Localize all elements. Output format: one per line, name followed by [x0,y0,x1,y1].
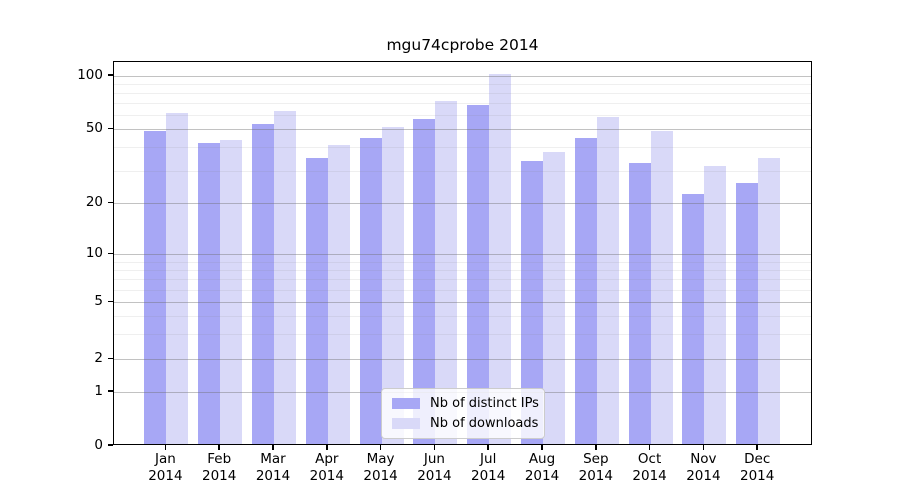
x-tick-label-sep: Sep 2014 [578,451,613,484]
y-tick-label-5: 5 [94,293,103,310]
y-tick-mark-20 [108,201,113,204]
gridline-major-20 [114,203,811,205]
bar-may-downloads [381,127,404,444]
bar-mar-downloads [274,110,296,444]
legend-item: Nb of downloads [392,415,538,432]
x-tick-label-apr: Apr 2014 [309,451,344,484]
chart-title: mgu74cprobe 2014 [386,36,539,54]
y-tick-mark-2 [108,357,113,359]
x-tick-label-jan: Jan 2014 [148,451,183,484]
gridline-major-100 [114,75,811,77]
x-tick-mark-feb [218,445,220,450]
bar-jan-distinct-ips [144,130,167,444]
gridline-minor-90 [114,83,811,85]
x-tick-mark-dec [756,445,758,450]
x-tick-mark-aug [541,445,543,450]
x-tick-mark-nov [702,445,705,450]
x-tick-label-dec: Dec 2014 [740,451,775,484]
bar-jan-downloads [166,113,189,444]
bar-jul-distinct-ips [467,104,490,444]
bar-feb-downloads [220,139,243,444]
y-tick-label-1: 1 [94,382,103,399]
y-tick-label-50: 50 [85,120,103,137]
y-tick-label-2: 2 [94,350,103,367]
bar-feb-distinct-ips [198,143,221,444]
y-tick-mark-50 [108,127,113,129]
bar-nov-downloads [704,165,727,444]
gridline-major-10 [114,254,811,256]
bar-aug-distinct-ips [521,160,543,444]
x-tick-label-may: May 2014 [363,451,398,484]
gridline-minor-7 [114,279,811,281]
x-tick-mark-mar [272,445,274,450]
legend-label-distinct-ips: Nb of distinct IPs [430,395,539,411]
x-tick-mark-sep [595,445,597,450]
y-tick-mark-10 [108,252,113,255]
x-tick-mark-jun [433,445,436,450]
bar-sep-distinct-ips [574,137,597,444]
y-tick-label-100: 100 [77,66,103,83]
bar-dec-distinct-ips [736,183,759,444]
gridline-minor-70 [114,103,811,105]
gridline-minor-30 [114,170,811,172]
bar-mar-distinct-ips [252,124,274,444]
bar-aug-downloads [543,151,565,444]
bar-sep-downloads [596,117,619,444]
y-tick-mark-1 [108,390,113,392]
x-tick-label-jul: Jul 2014 [471,451,506,484]
legend-item: Nb of distinct IPs [392,395,539,412]
x-tick-label-jun: Jun 2014 [417,451,452,484]
gridline-minor-4 [114,316,811,318]
y-tick-mark-100 [108,74,113,76]
bar-oct-downloads [650,130,673,444]
x-tick-mark-oct [648,445,651,450]
bar-may-distinct-ips [359,137,382,444]
y-tick-label-0: 0 [94,437,103,453]
bar-nov-distinct-ips [682,193,705,444]
x-tick-mark-may [379,445,382,450]
gridline-minor-9 [114,261,811,263]
y-tick-mark-0 [108,444,113,446]
gridline-minor-40 [114,147,811,149]
legend-label-downloads: Nb of downloads [430,415,539,431]
x-tick-label-oct: Oct 2014 [632,451,667,484]
bar-oct-distinct-ips [628,163,651,444]
gridline-minor-60 [114,115,811,117]
bar-dec-downloads [758,158,781,444]
bar-jun-downloads [435,101,458,444]
gridline-major-2 [114,359,811,361]
gridline-minor-6 [114,289,811,291]
legend: Nb of distinct IPs Nb of downloads [381,388,545,439]
bar-apr-downloads [327,145,350,444]
x-tick-mark-jan [164,445,167,450]
legend-swatch-downloads [392,418,420,429]
gridline-major-5 [114,302,811,304]
y-tick-label-20: 20 [85,194,103,211]
legend-swatch-distinct-ips [392,398,420,409]
y-tick-mark-5 [108,300,113,303]
x-tick-label-feb: Feb 2014 [202,451,237,484]
x-tick-mark-jul [487,445,489,450]
plot-area: Nb of distinct IPs Nb of downloads [113,61,812,445]
gridline-minor-8 [114,269,811,271]
gridline-major-50 [114,129,811,131]
y-tick-label-10: 10 [85,245,103,262]
gridline-minor-3 [114,334,811,336]
bar-jul-downloads [489,73,512,444]
bar-jun-distinct-ips [413,118,436,444]
x-tick-label-mar: Mar 2014 [255,451,291,484]
gridline-minor-80 [114,93,811,94]
x-tick-label-aug: Aug 2014 [524,451,560,484]
x-tick-mark-apr [326,445,328,450]
x-tick-label-nov: Nov 2014 [686,451,721,484]
bar-apr-distinct-ips [305,158,328,444]
